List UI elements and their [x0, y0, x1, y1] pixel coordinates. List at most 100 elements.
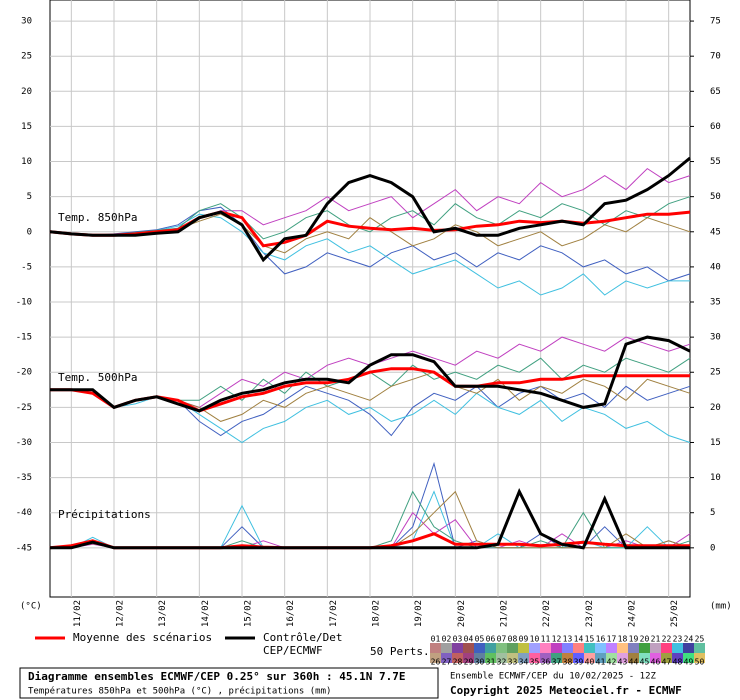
member-swatch [529, 643, 540, 653]
y2-tick-label: 20 [710, 403, 721, 413]
y2-tick-label: 75 [710, 17, 721, 27]
member-swatch [496, 643, 507, 653]
member-label: 43 [618, 658, 628, 667]
member-label: 46 [651, 658, 661, 667]
y2-axis-label: (mm) [710, 602, 732, 612]
y2-tick-label: 40 [710, 262, 721, 272]
x-tick-label: 16/02 [286, 600, 296, 627]
y-tick-label: 10 [21, 157, 32, 167]
member-label: 13 [563, 635, 573, 644]
x-tick-label: 20/02 [457, 600, 467, 627]
y-tick-label: 30 [21, 17, 32, 27]
legend-label: Contrôle/Det [263, 631, 342, 644]
member-label: 17 [607, 635, 617, 644]
member-line [49, 206, 691, 282]
y-tick-label: 5 [27, 192, 32, 202]
x-tick-label: 14/02 [201, 600, 211, 627]
member-swatch [584, 643, 595, 653]
y2-tick-label: 50 [710, 192, 721, 202]
member-swatch [661, 643, 672, 653]
y-tick-label: 20 [21, 87, 32, 97]
annotation: Temp. 850hPa [58, 211, 137, 224]
member-swatch [606, 653, 617, 663]
member-label: 49 [684, 658, 694, 667]
member-label: 24 [684, 635, 694, 644]
member-label: 20 [640, 635, 650, 644]
member-label: 32 [497, 658, 507, 667]
y-tick-label: 15 [21, 122, 32, 132]
member-label: 06 [486, 635, 496, 644]
member-label: 30 [475, 658, 485, 667]
member-label: 15 [585, 635, 595, 644]
member-swatch [650, 643, 661, 653]
x-tick-label: 19/02 [414, 600, 424, 627]
member-swatch [540, 653, 551, 663]
member-label: 22 [662, 635, 672, 644]
member-swatch [551, 653, 562, 663]
member-label: 40 [585, 658, 595, 667]
x-tick-label: 23/02 [585, 600, 595, 627]
y-tick-label: -25 [16, 403, 32, 413]
member-swatch [650, 653, 661, 663]
x-tick-label: 12/02 [116, 600, 126, 627]
member-label: 28 [453, 658, 463, 667]
x-tick-label: 17/02 [329, 600, 339, 627]
member-label: 05 [475, 635, 485, 644]
member-swatch [485, 653, 496, 663]
y2-tick-label: 0 [710, 543, 715, 553]
control-line [50, 487, 690, 550]
member-swatch [628, 653, 639, 663]
member-swatch [639, 643, 650, 653]
member-label: 16 [596, 635, 606, 644]
y-axis-label: (°C) [20, 602, 42, 612]
y-tick-label: -35 [16, 473, 32, 483]
member-swatch [661, 653, 672, 663]
member-swatch [617, 653, 628, 663]
y2-tick-label: 60 [710, 122, 721, 132]
y-tick-label: 0 [27, 227, 32, 237]
member-label: 01 [431, 635, 441, 644]
member-label: 45 [640, 658, 650, 667]
y-tick-label: -40 [16, 508, 32, 518]
member-swatch [463, 643, 474, 653]
member-label: 38 [563, 658, 573, 667]
member-label: 26 [431, 658, 441, 667]
member-swatch [606, 643, 617, 653]
member-swatch [496, 653, 507, 663]
footer-subtitle: Températures 850hPa et 500hPa (°C) , pré… [28, 686, 331, 697]
y-tick-label: -30 [16, 438, 32, 448]
member-swatch [441, 653, 452, 663]
member-label: 18 [618, 635, 628, 644]
footer-copyright: Copyright 2025 Meteociel.fr - ECMWF [450, 684, 682, 697]
member-label: 39 [574, 658, 584, 667]
member-label: 36 [541, 658, 551, 667]
member-swatch [639, 653, 650, 663]
member-swatch [474, 643, 485, 653]
member-swatch [573, 643, 584, 653]
member-swatch [694, 643, 705, 653]
annotation: Précipitations [58, 508, 151, 521]
member-label: 44 [629, 658, 639, 667]
y-tick-label: -5 [21, 262, 32, 272]
member-label: 03 [453, 635, 463, 644]
member-label: 35 [530, 658, 540, 667]
x-tick-label: 25/02 [670, 600, 680, 627]
member-label: 34 [519, 658, 529, 667]
legend-label: CEP/ECMWF [263, 644, 323, 657]
member-swatch [474, 653, 485, 663]
member-label: 12 [552, 635, 562, 644]
member-swatch [485, 643, 496, 653]
member-label: 11 [541, 635, 551, 644]
member-label: 48 [673, 658, 683, 667]
y2-tick-label: 45 [710, 227, 721, 237]
y-tick-label: -45 [16, 543, 32, 553]
annotation: Temp. 500hPa [58, 371, 137, 384]
grid [50, 0, 690, 597]
member-swatch [551, 643, 562, 653]
member-swatch [628, 643, 639, 653]
member-swatch [595, 643, 606, 653]
y-tick-label: -10 [16, 298, 32, 308]
member-swatch [518, 643, 529, 653]
footer-run: Ensemble ECMWF/CEP du 10/02/2025 - 12Z [450, 672, 656, 682]
